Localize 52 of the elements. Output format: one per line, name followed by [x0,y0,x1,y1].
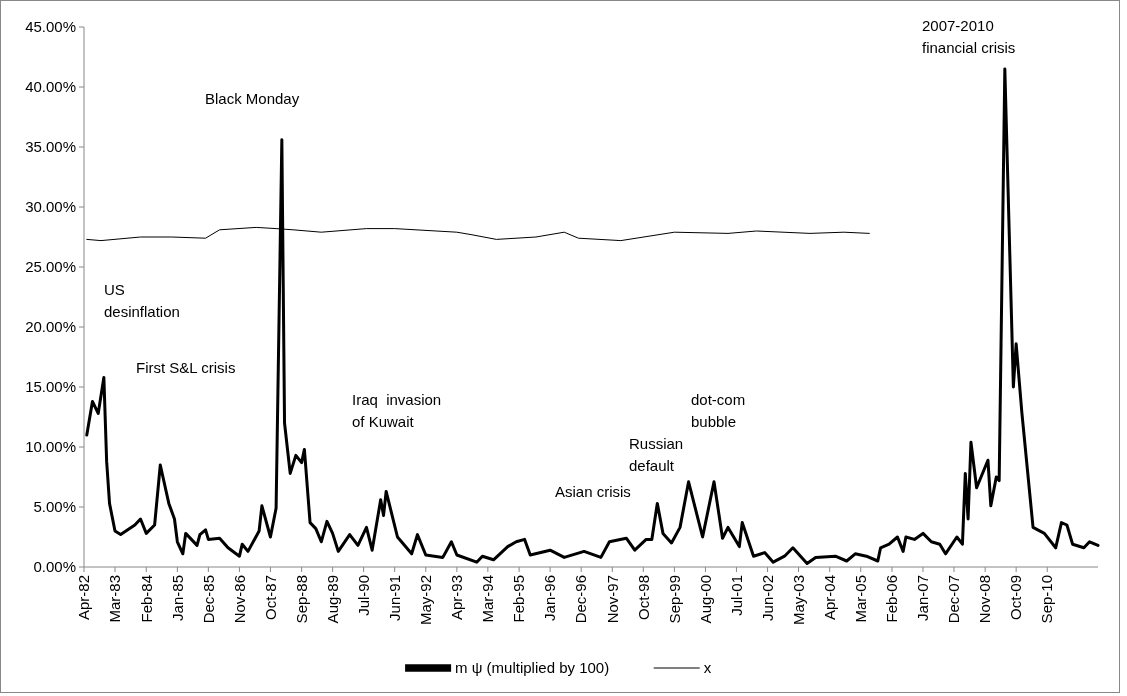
annotation: Russian default [629,435,684,474]
x-tick-label: Nov-86 [230,575,248,624]
x-tick-label: Jun-91 [385,575,403,621]
legend-label: x [703,659,712,676]
x-tick-label: Dec-96 [572,575,590,624]
x-tick-label: May-92 [417,575,435,626]
annotation: Black Monday [205,90,300,107]
annotation: dot-com bubble [691,391,746,430]
annotation: First S&L crisis [136,359,236,376]
x-tick-label: May-03 [789,575,807,626]
y-tick-label: 0.00% [33,558,76,576]
x-tick-label: Sep-88 [292,575,310,624]
x-tick-label: Dec-07 [945,575,963,624]
annotation: 2007-2010 financial crisis [922,17,1016,56]
x-tick-label: Jan-96 [541,575,559,621]
x-tick-label: Apr-04 [820,575,838,621]
legend-label: m ψ (multiplied by 100) [455,659,610,676]
x-tick-label: Sep-99 [665,575,683,624]
y-tick-label: 10.00% [25,438,76,456]
x-tick-label: Jan-85 [168,575,186,621]
x-tick-label: Dec-85 [199,575,217,624]
y-tick-label: 15.00% [25,378,76,396]
x-tick-label: Mar-94 [479,575,497,623]
annotation: Iraq invasion of Kuwait [352,391,442,430]
x-tick-label: Jun-02 [758,575,776,621]
x-tick-label: Nov-08 [976,575,994,624]
x-tick-label: Oct-98 [634,575,652,621]
x-tick-label: Feb-06 [883,575,901,623]
y-tick-label: 20.00% [25,318,76,336]
x-tick-label: Apr-93 [448,575,466,621]
y-tick-label: 45.00% [25,18,76,36]
annotation: US desinflation [104,281,180,320]
x-tick-label: Feb-84 [137,575,155,623]
y-tick-label: 35.00% [25,138,76,156]
annotation: Asian crisis [555,483,631,500]
x-tick-label: Aug-89 [323,575,341,624]
y-tick-label: 30.00% [25,198,76,216]
x-tick-label: Apr-82 [75,575,93,621]
x-tick-label: Oct-09 [1007,575,1025,621]
x-tick-label: Feb-95 [510,575,528,623]
x-tick-label: Jul-01 [727,575,745,616]
x-tick-label: Aug-00 [696,575,714,624]
x-tick-label: Sep-10 [1038,575,1056,624]
x-tick-label: Oct-87 [261,575,279,621]
y-tick-label: 5.00% [33,498,76,516]
x-tick-label: Mar-83 [106,575,124,623]
y-tick-label: 25.00% [25,258,76,276]
x-tick-label: Nov-97 [603,575,621,624]
x-tick-label: Jan-07 [914,575,932,621]
x-tick-label: Jul-90 [354,575,372,616]
y-tick-label: 40.00% [25,78,76,96]
x-tick-label: Mar-05 [851,575,869,623]
